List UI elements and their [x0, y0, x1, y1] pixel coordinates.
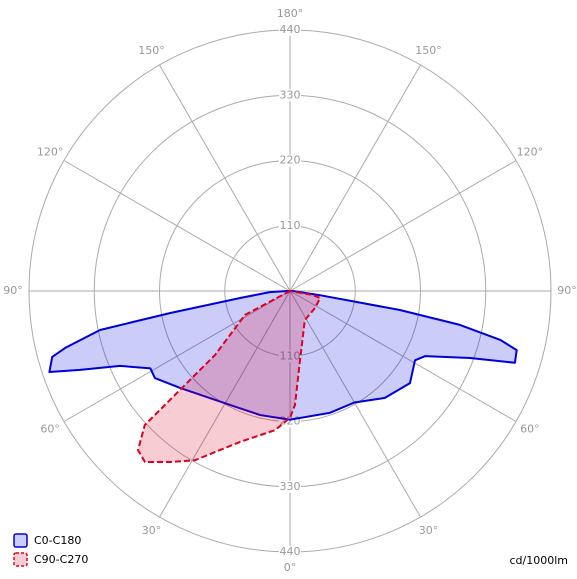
- grid-spoke: [289, 64, 421, 292]
- angle-label: 120°: [37, 146, 64, 159]
- grid-spoke: [289, 290, 421, 518]
- grid-spoke: [289, 290, 517, 422]
- legend-label: C90-C270: [34, 553, 88, 566]
- angle-label: 150°: [415, 44, 442, 57]
- series-area: [48, 290, 518, 421]
- r-tick-label: 330: [280, 88, 301, 101]
- angle-label: 0°: [284, 561, 297, 574]
- grid-spoke: [289, 160, 517, 292]
- grid-spoke: [63, 160, 291, 292]
- legend-swatch: [13, 533, 28, 548]
- r-tick-label: 440: [280, 23, 301, 36]
- angle-label: 90°: [3, 284, 23, 297]
- angle-label: 150°: [138, 44, 165, 57]
- r-tick-label: 220: [280, 154, 301, 167]
- angle-label: 30°: [419, 524, 439, 537]
- r-tick-label: 440: [280, 545, 301, 558]
- r-tick-label: 110: [280, 349, 301, 362]
- unit-label: cd/1000lm: [509, 554, 568, 567]
- angle-label: 60°: [520, 423, 540, 436]
- grid-spoke: [63, 290, 291, 422]
- series-area: [137, 290, 322, 463]
- legend-swatch: [13, 552, 28, 567]
- r-tick-label: 330: [280, 480, 301, 493]
- legend-label: C0-C180: [34, 534, 81, 547]
- r-tick-label: 110: [280, 219, 301, 232]
- r-label-bg: [279, 546, 301, 558]
- r-label-bg: [279, 154, 301, 167]
- r-label-bg: [279, 24, 301, 36]
- angle-label: 30°: [142, 524, 162, 537]
- r-label-bg: [279, 350, 301, 363]
- angle-label: 90°: [557, 284, 577, 297]
- r-label-bg: [279, 89, 301, 102]
- angle-label: 120°: [517, 146, 544, 159]
- angle-label: 60°: [40, 423, 60, 436]
- angle-label: 180°: [277, 7, 304, 20]
- grid-spoke: [159, 64, 291, 292]
- r-label-bg: [279, 219, 301, 232]
- r-label-bg: [279, 480, 301, 493]
- r-tick-label: 220: [280, 415, 301, 428]
